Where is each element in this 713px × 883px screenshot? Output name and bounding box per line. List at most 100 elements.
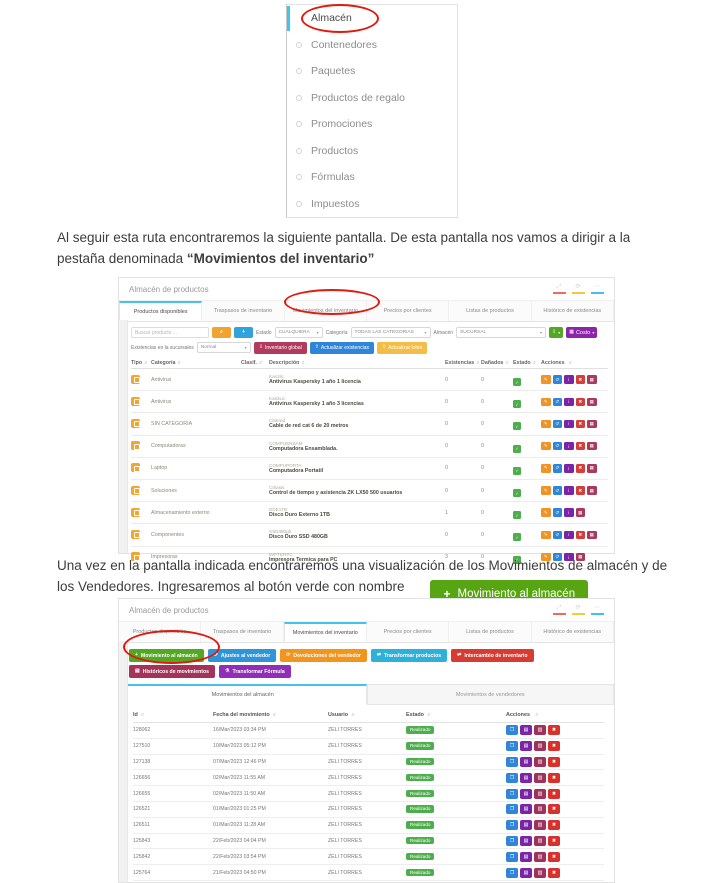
tab[interactable]: Listas de productos bbox=[449, 301, 532, 321]
more-options-icon[interactable] bbox=[590, 284, 604, 295]
info-action-button[interactable] bbox=[564, 464, 574, 473]
delete-action-button[interactable] bbox=[548, 772, 560, 783]
info-action-button[interactable] bbox=[564, 441, 574, 451]
open-action-button[interactable] bbox=[506, 756, 518, 767]
document-action-button[interactable] bbox=[520, 741, 532, 752]
tab[interactable]: Traspasos de inventario bbox=[202, 301, 285, 321]
info-action-button[interactable] bbox=[564, 419, 574, 429]
report-action-button[interactable] bbox=[534, 835, 546, 846]
sidebar-menu-item[interactable]: Productos bbox=[287, 138, 457, 165]
report-action-button[interactable] bbox=[534, 851, 546, 862]
document-action-button[interactable] bbox=[520, 725, 532, 736]
action-button[interactable]: ⟳ Ajustes al vendedor bbox=[207, 649, 277, 662]
history-action-button[interactable] bbox=[552, 397, 562, 407]
edit-action-button[interactable] bbox=[541, 464, 551, 473]
fullscreen-icon[interactable] bbox=[552, 284, 566, 295]
subtab[interactable]: Movimientos del almacén bbox=[119, 684, 367, 705]
history-action-button[interactable] bbox=[552, 441, 562, 451]
almacen-select[interactable]: SUCURSAL bbox=[456, 327, 546, 338]
col-existencias[interactable]: Existencias bbox=[445, 360, 481, 366]
info-action-button[interactable] bbox=[564, 530, 574, 540]
delete-action-button[interactable] bbox=[548, 867, 560, 878]
open-action-button[interactable] bbox=[506, 835, 518, 846]
report-action-button[interactable] bbox=[534, 788, 546, 799]
delete-action-button[interactable] bbox=[575, 486, 585, 495]
tab[interactable]: Histórico de existencias bbox=[532, 622, 614, 642]
history-action-button[interactable] bbox=[552, 486, 562, 495]
lots-action-button[interactable] bbox=[587, 464, 597, 473]
delete-action-button[interactable] bbox=[575, 464, 585, 473]
report-action-button[interactable] bbox=[534, 741, 546, 752]
col-usuario[interactable]: Usuario bbox=[328, 712, 406, 718]
report-action-button[interactable] bbox=[534, 725, 546, 736]
history-action-button[interactable] bbox=[552, 552, 562, 562]
document-action-button[interactable] bbox=[520, 772, 532, 783]
edit-action-button[interactable] bbox=[541, 508, 551, 517]
delete-action-button[interactable] bbox=[548, 756, 560, 767]
report-action-button[interactable] bbox=[534, 820, 546, 831]
open-action-button[interactable] bbox=[506, 867, 518, 878]
delete-action-button[interactable] bbox=[575, 397, 585, 407]
tab[interactable]: Movimientos del inventario bbox=[283, 622, 367, 642]
edit-action-button[interactable] bbox=[541, 552, 551, 562]
lots-action-button[interactable] bbox=[587, 397, 597, 407]
delete-action-button[interactable] bbox=[575, 441, 585, 451]
history-action-button[interactable] bbox=[552, 530, 562, 540]
col-danados[interactable]: Dañados bbox=[481, 360, 513, 366]
sidebar-menu-item[interactable]: Paquetes bbox=[287, 58, 457, 85]
action-button[interactable]: ⚗ Transformar Fórmula bbox=[219, 665, 291, 678]
delete-action-button[interactable] bbox=[575, 375, 585, 384]
lots-action-button[interactable] bbox=[587, 486, 597, 495]
report-action-button[interactable] bbox=[534, 804, 546, 815]
action-button[interactable]: + Movimiento al almacén bbox=[129, 649, 204, 662]
document-action-button[interactable] bbox=[520, 867, 532, 878]
tab[interactable]: Productos disponibles bbox=[119, 622, 202, 642]
refresh-icon[interactable] bbox=[571, 284, 585, 295]
add-product-button[interactable] bbox=[234, 327, 253, 338]
actualizar-lotes-button[interactable]: Actualizar lotes bbox=[377, 341, 428, 354]
col-acciones[interactable]: Acciones bbox=[506, 712, 604, 718]
edit-action-button[interactable] bbox=[541, 530, 551, 540]
report-action-button[interactable] bbox=[534, 756, 546, 767]
lots-action-button[interactable] bbox=[587, 419, 597, 429]
edit-action-button[interactable] bbox=[541, 375, 551, 384]
sidebar-menu-item[interactable]: Promociones bbox=[287, 111, 457, 138]
col-estado[interactable]: Estado bbox=[513, 360, 541, 366]
history-action-button[interactable] bbox=[552, 419, 562, 429]
document-action-button[interactable] bbox=[520, 835, 532, 846]
edit-action-button[interactable] bbox=[541, 486, 551, 495]
col-descripcion[interactable]: Descripción bbox=[269, 360, 445, 366]
lots-action-button[interactable] bbox=[587, 530, 597, 540]
info-action-button[interactable] bbox=[564, 486, 574, 495]
open-action-button[interactable] bbox=[506, 741, 518, 752]
info-action-button[interactable] bbox=[564, 552, 574, 562]
open-action-button[interactable] bbox=[506, 851, 518, 862]
lots-action-button[interactable] bbox=[587, 441, 597, 451]
delete-action-button[interactable] bbox=[575, 419, 585, 429]
history-action-button[interactable] bbox=[552, 375, 562, 384]
document-action-button[interactable] bbox=[520, 851, 532, 862]
delete-action-button[interactable] bbox=[548, 835, 560, 846]
col-tipo[interactable]: Tipo bbox=[131, 360, 151, 366]
categoria-select[interactable]: TODAS LAS CATEGORIAS bbox=[350, 327, 431, 338]
report-action-button[interactable] bbox=[534, 867, 546, 878]
tab[interactable]: Histórico de existencias bbox=[532, 301, 614, 321]
delete-action-button[interactable] bbox=[548, 741, 560, 752]
tab[interactable]: Movimientos del inventario bbox=[285, 301, 367, 321]
edit-action-button[interactable] bbox=[541, 397, 551, 407]
document-action-button[interactable] bbox=[520, 756, 532, 767]
open-action-button[interactable] bbox=[506, 788, 518, 799]
delete-action-button[interactable] bbox=[548, 725, 560, 736]
open-action-button[interactable] bbox=[506, 725, 518, 736]
inventario-global-button[interactable]: Inventario global bbox=[253, 341, 307, 354]
delete-action-button[interactable] bbox=[548, 788, 560, 799]
sidebar-menu-item[interactable]: Impuestos bbox=[287, 191, 457, 218]
history-action-button[interactable] bbox=[552, 508, 562, 517]
edit-action-button[interactable] bbox=[541, 441, 551, 451]
tab[interactable]: Productos disponibles bbox=[119, 301, 203, 321]
info-action-button[interactable] bbox=[564, 508, 574, 517]
refresh-icon[interactable] bbox=[571, 605, 585, 616]
col-id[interactable]: Id bbox=[133, 712, 213, 718]
tab[interactable]: Traspasos de inventario bbox=[201, 622, 284, 642]
col-clasif[interactable]: Clasif. bbox=[241, 360, 269, 366]
